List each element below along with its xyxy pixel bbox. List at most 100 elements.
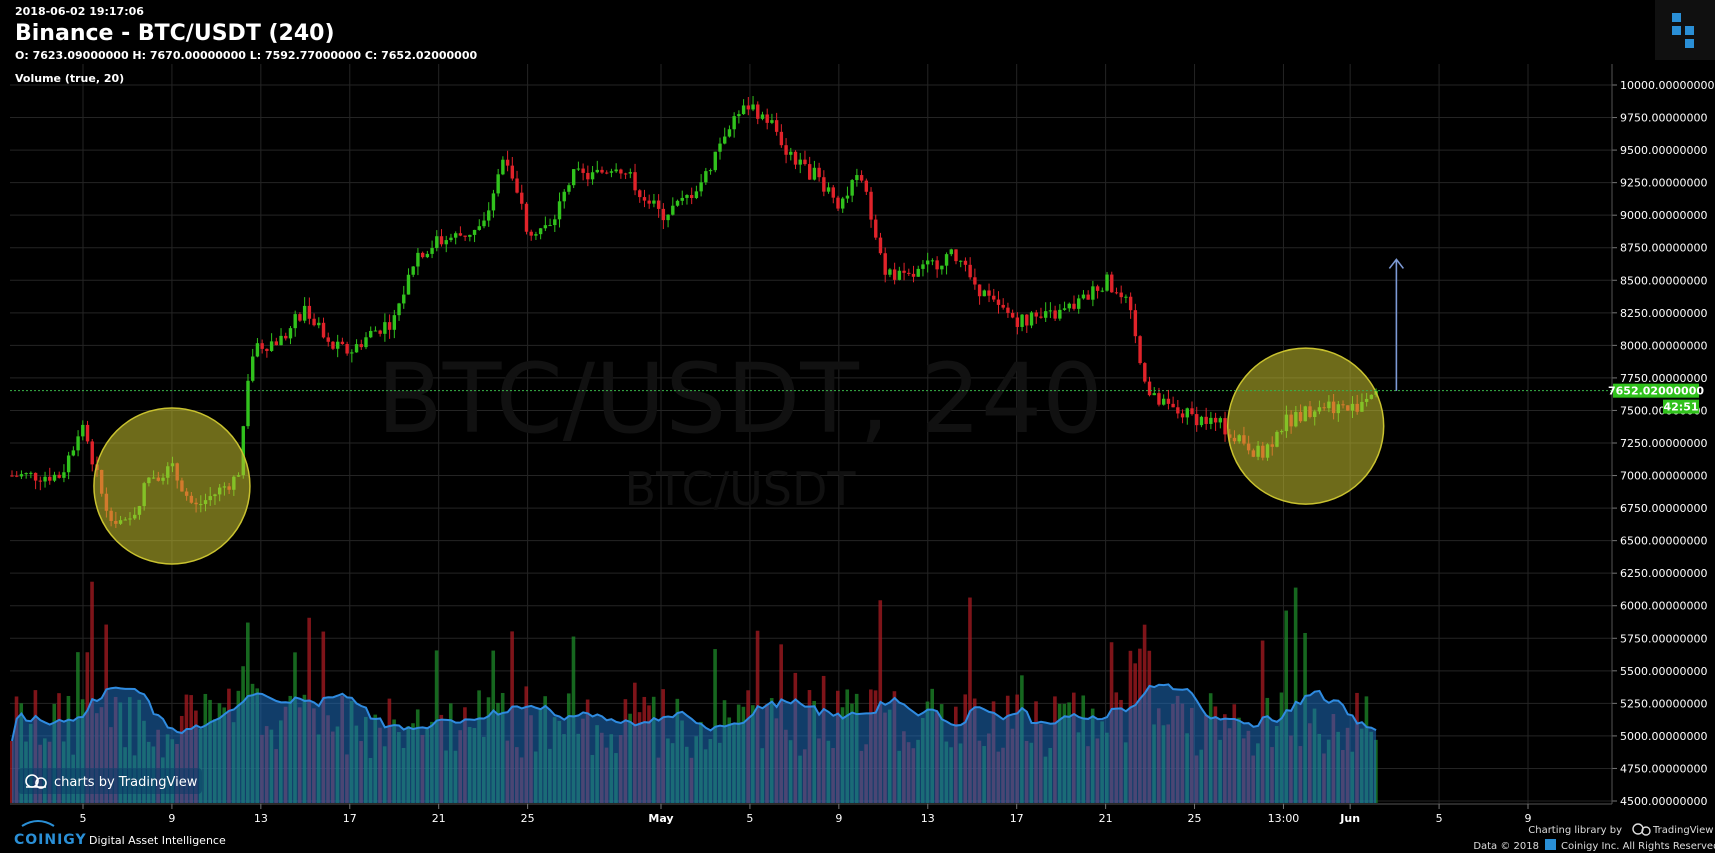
candle-body[interactable] — [1124, 296, 1128, 298]
candle-body[interactable] — [609, 171, 614, 173]
candle-body[interactable] — [557, 201, 562, 220]
candle-body[interactable] — [10, 475, 14, 477]
candle-body[interactable] — [1062, 308, 1067, 310]
candle-body[interactable] — [57, 474, 61, 478]
candle-body[interactable] — [378, 330, 382, 334]
candle-body[interactable] — [491, 193, 496, 211]
candle-body[interactable] — [24, 473, 28, 475]
candle-body[interactable] — [590, 172, 595, 180]
candle-body[interactable] — [317, 322, 321, 326]
candle-body[interactable] — [977, 284, 982, 297]
candle-body[interactable] — [449, 237, 453, 241]
candle-body[interactable] — [812, 167, 817, 180]
candle-body[interactable] — [411, 266, 415, 275]
candle-body[interactable] — [562, 191, 566, 202]
candle-body[interactable] — [973, 277, 977, 285]
candle-body[interactable] — [1133, 310, 1138, 337]
candle-body[interactable] — [822, 177, 826, 192]
candle-body[interactable] — [1119, 292, 1123, 298]
charts-by-tradingview[interactable]: charts by TradingView — [18, 768, 202, 794]
candle-body[interactable] — [468, 234, 472, 237]
candle-body[interactable] — [727, 129, 732, 137]
candle-body[interactable] — [694, 191, 699, 198]
candle-body[interactable] — [1006, 307, 1010, 313]
candle-body[interactable] — [1100, 290, 1105, 292]
candle-body[interactable] — [968, 264, 972, 278]
candle-body[interactable] — [524, 203, 529, 232]
candle-body[interactable] — [444, 240, 448, 245]
candle-body[interactable] — [416, 252, 420, 267]
candle-body[interactable] — [345, 344, 349, 354]
candle-body[interactable] — [373, 330, 378, 332]
candle-body[interactable] — [765, 114, 769, 123]
candle-body[interactable] — [66, 455, 71, 473]
candle-body[interactable] — [1180, 413, 1185, 418]
candle-body[interactable] — [307, 305, 312, 319]
candle-body[interactable] — [779, 131, 784, 146]
candle-body[interactable] — [383, 322, 387, 334]
candle-body[interactable] — [430, 248, 434, 254]
candle-body[interactable] — [959, 260, 963, 262]
candle-body[interactable] — [1218, 418, 1223, 423]
candle-body[interactable] — [397, 303, 401, 316]
candle-body[interactable] — [892, 269, 897, 280]
candle-body[interactable] — [793, 151, 798, 165]
candle-body[interactable] — [326, 337, 330, 342]
candle-body[interactable] — [1034, 312, 1038, 317]
candle-body[interactable] — [359, 344, 363, 348]
candle-body[interactable] — [33, 472, 38, 481]
candle-body[interactable] — [992, 295, 996, 300]
candle-body[interactable] — [595, 169, 599, 173]
candle-body[interactable] — [543, 225, 548, 229]
candle-body[interactable] — [713, 151, 717, 171]
candle-body[interactable] — [916, 268, 920, 277]
candle-body[interactable] — [1067, 303, 1071, 309]
candle-body[interactable] — [652, 200, 656, 204]
candle-body[interactable] — [689, 195, 694, 198]
candle-body[interactable] — [1053, 310, 1057, 319]
candle-body[interactable] — [874, 219, 878, 238]
candle-body[interactable] — [671, 205, 675, 215]
candle-body[interactable] — [567, 185, 571, 192]
candle-body[interactable] — [1058, 309, 1062, 319]
candle-body[interactable] — [1128, 296, 1133, 311]
candle-body[interactable] — [538, 228, 543, 235]
candle-body[interactable] — [685, 195, 689, 198]
candle-body[interactable] — [944, 254, 949, 266]
candle-body[interactable] — [1185, 408, 1189, 418]
candle-body[interactable] — [737, 114, 741, 117]
candle-body[interactable] — [605, 172, 609, 174]
candle-body[interactable] — [406, 274, 411, 295]
candle-body[interactable] — [675, 200, 680, 206]
candle-body[interactable] — [1010, 312, 1015, 318]
candle-body[interactable] — [1209, 417, 1213, 424]
candle-body[interactable] — [756, 104, 760, 119]
candle-body[interactable] — [1213, 417, 1218, 423]
candle-body[interactable] — [1157, 393, 1161, 405]
candle-body[interactable] — [402, 294, 406, 304]
candle-body[interactable] — [1204, 416, 1208, 424]
candle-body[interactable] — [255, 343, 260, 357]
candle-body[interactable] — [387, 322, 392, 330]
candle-body[interactable] — [302, 305, 307, 321]
target-arrow[interactable] — [1388, 258, 1405, 391]
candle-body[interactable] — [869, 191, 873, 220]
candle-body[interactable] — [883, 253, 887, 275]
candle-body[interactable] — [902, 270, 906, 273]
candle-body[interactable] — [1039, 316, 1043, 318]
candle-body[interactable] — [982, 290, 987, 297]
candle-body[interactable] — [586, 172, 590, 180]
candle-body[interactable] — [1025, 314, 1029, 326]
candle-body[interactable] — [723, 136, 727, 144]
candle-body[interactable] — [581, 168, 585, 173]
candle-body[interactable] — [38, 480, 43, 482]
candle-body[interactable] — [501, 159, 505, 175]
candle-body[interactable] — [288, 328, 293, 339]
candle-body[interactable] — [1072, 303, 1076, 309]
candle-body[interactable] — [1152, 393, 1156, 396]
candle-body[interactable] — [85, 424, 90, 442]
candle-body[interactable] — [907, 272, 911, 274]
candle-body[interactable] — [855, 175, 859, 181]
candle-body[interactable] — [15, 475, 19, 477]
candle-body[interactable] — [718, 143, 722, 152]
